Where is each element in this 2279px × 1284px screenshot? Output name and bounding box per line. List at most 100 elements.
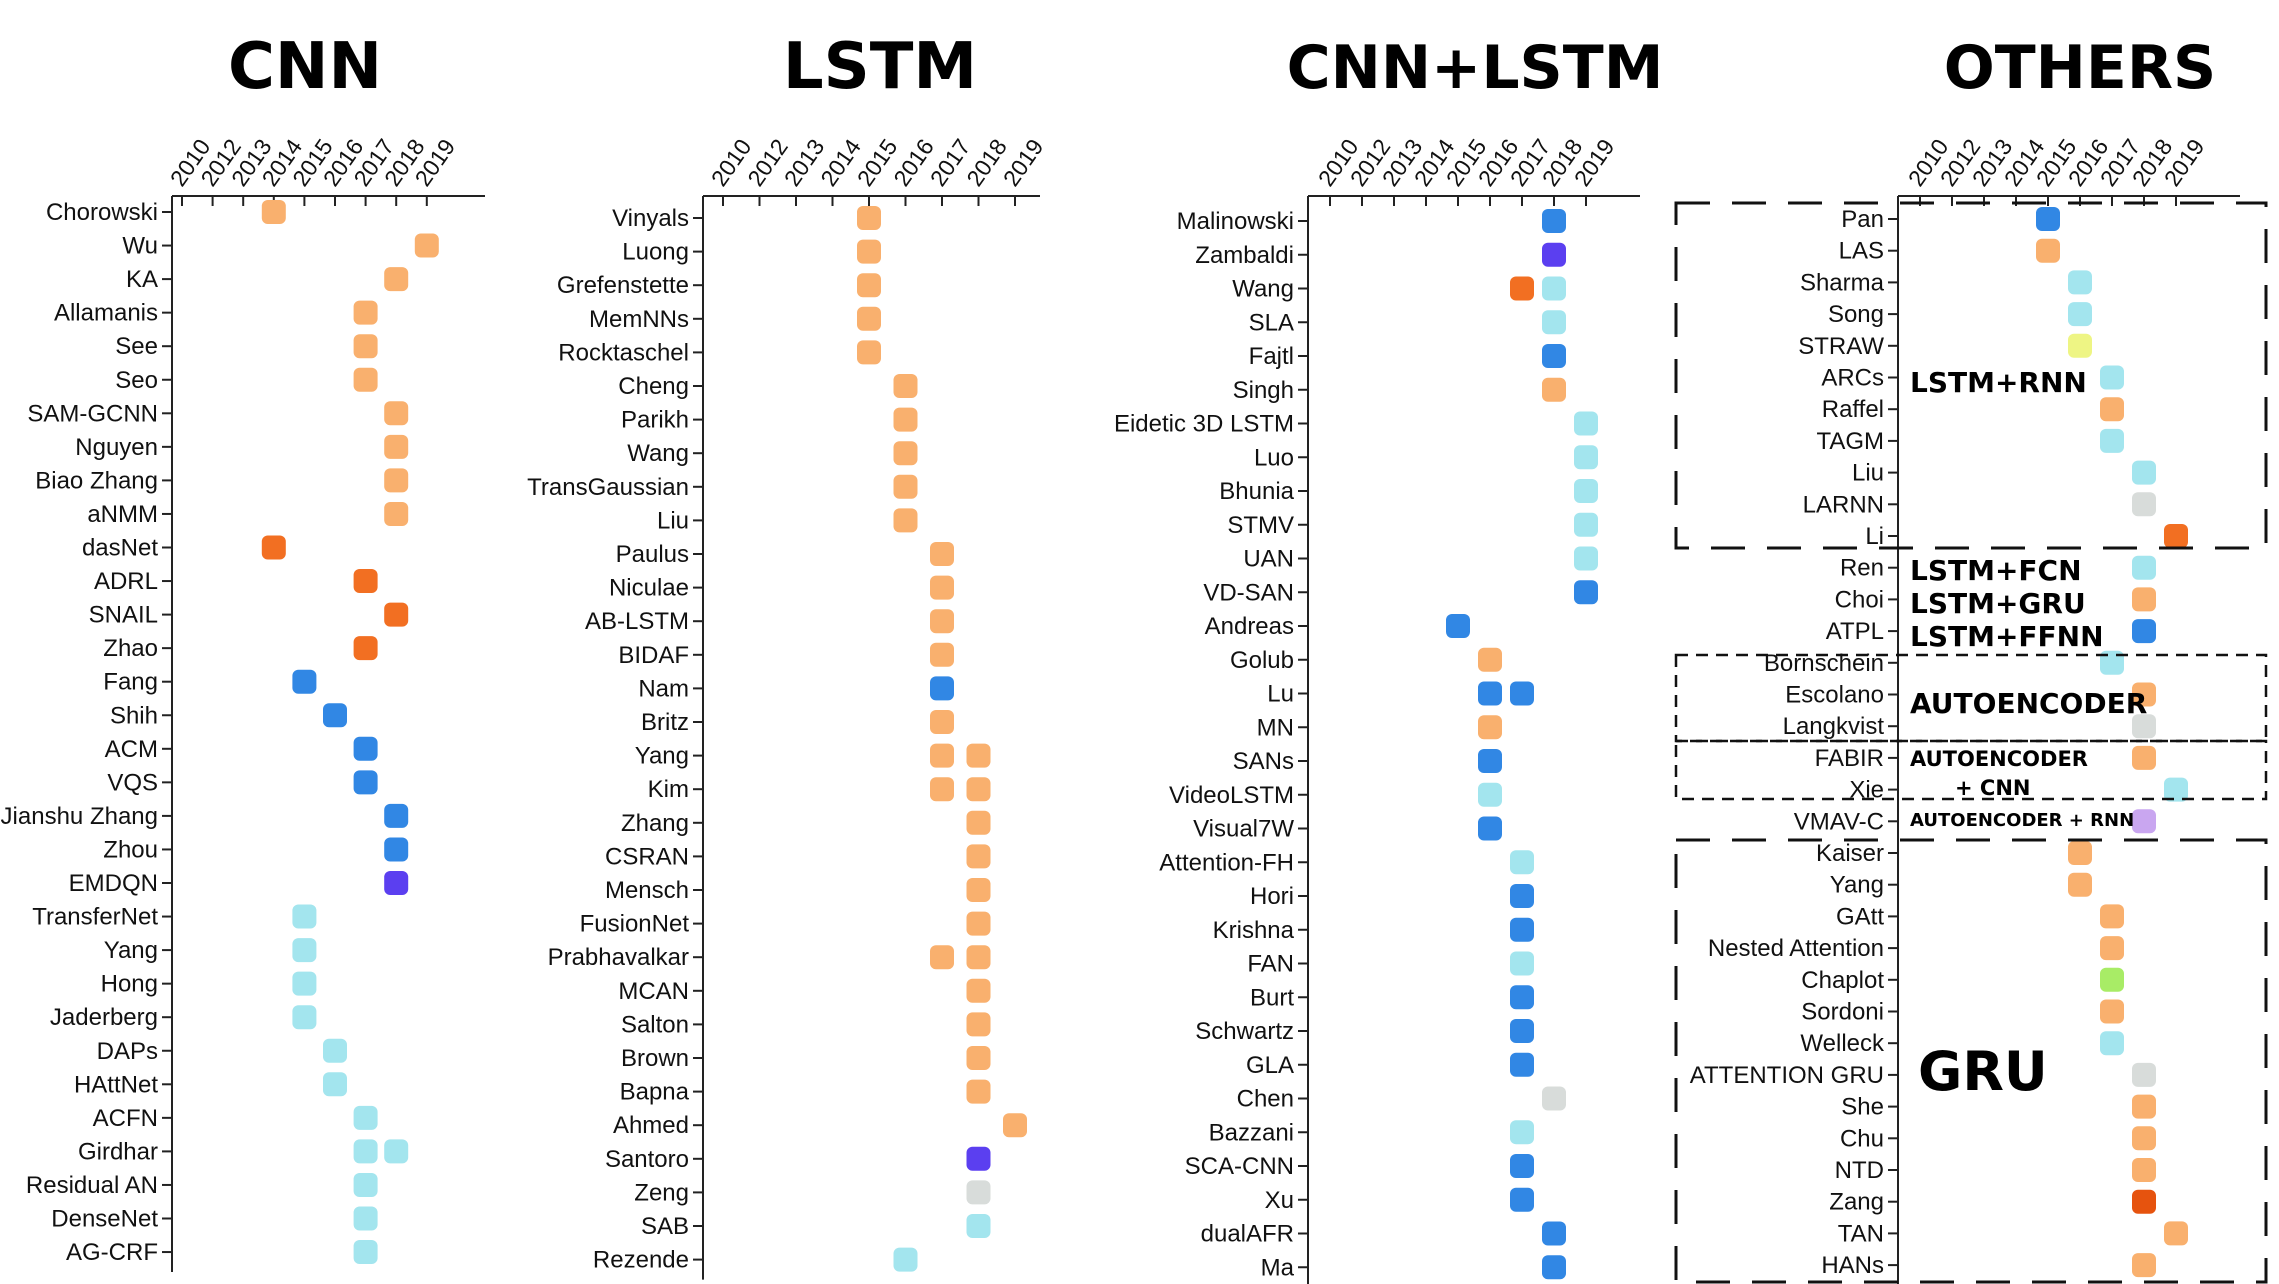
data-point: [2132, 619, 2156, 644]
row-label: GAtt: [1836, 903, 1884, 930]
group-label: LSTM+RNN: [1910, 366, 2087, 399]
data-point: [2036, 238, 2060, 263]
data-point: [1478, 715, 1502, 740]
data-point: [1003, 1113, 1027, 1138]
row-label: KA: [126, 266, 158, 293]
data-point: [323, 1038, 347, 1063]
panel-title: LSTM: [783, 30, 977, 104]
data-point: [1510, 884, 1534, 908]
group-label: AUTOENCODER + RNN: [1910, 810, 2134, 831]
row-label: Zambaldi: [1195, 242, 1294, 269]
data-point: [2132, 460, 2156, 485]
data-point: [2100, 428, 2124, 453]
row-label: Mensch: [605, 877, 689, 904]
row-label: Paulus: [616, 541, 689, 568]
data-point: [1478, 816, 1502, 841]
data-point: [2132, 1189, 2156, 1214]
data-point: [966, 1214, 991, 1238]
row-label: AG-CRF: [66, 1239, 158, 1266]
group-label: GRU: [1918, 1040, 2048, 1103]
data-point: [857, 273, 881, 298]
row-label: SNAIL: [89, 602, 158, 629]
data-point: [323, 703, 347, 728]
data-point: [1542, 276, 1566, 301]
data-point: [2100, 397, 2124, 422]
group-label: LSTM+FCN: [1910, 554, 2082, 587]
row-label: Kim: [648, 776, 689, 803]
data-point: [353, 1139, 378, 1164]
row-label: HAttNet: [74, 1071, 158, 1098]
data-point: [1574, 580, 1598, 605]
data-point: [893, 474, 918, 499]
year-tick-label: 2012: [742, 134, 793, 191]
data-point: [966, 1012, 991, 1037]
row-label: Zang: [1829, 1189, 1884, 1216]
row-label: LARNN: [1803, 491, 1884, 518]
data-point: [2132, 745, 2156, 770]
data-point: [930, 676, 954, 701]
data-point: [353, 770, 378, 795]
row-label: STMV: [1227, 512, 1294, 539]
row-label: Ren: [1840, 555, 1884, 582]
row-label: GLA: [1246, 1052, 1294, 1079]
data-point: [353, 1105, 378, 1130]
row-label: Jaderberg: [50, 1004, 158, 1031]
data-point: [1510, 276, 1534, 301]
data-point: [353, 300, 378, 325]
row-label: Raffel: [1822, 396, 1884, 423]
row-label: Bazzani: [1209, 1119, 1294, 1146]
data-point: [857, 206, 881, 230]
group-label: AUTOENCODER: [1910, 687, 2147, 720]
data-point: [292, 971, 317, 996]
data-point: [966, 743, 991, 768]
row-label: MCAN: [618, 978, 689, 1005]
data-point: [857, 239, 881, 264]
data-point: [966, 1146, 991, 1171]
data-point: [2100, 936, 2124, 961]
data-point: [384, 401, 409, 426]
panel-lstm: LSTM 201020122013201420152016201720182019…: [527, 30, 1048, 1280]
row-label: HANs: [1821, 1252, 1884, 1279]
row-label: Biao Zhang: [35, 467, 158, 494]
data-point: [857, 306, 881, 331]
row-label: Yang: [635, 743, 689, 770]
data-point: [353, 1240, 378, 1265]
row-label: VideoLSTM: [1169, 782, 1294, 809]
group-box: [1674, 739, 2268, 801]
row-label: dualAFR: [1201, 1221, 1294, 1248]
panel-title: CNN+LSTM: [1287, 33, 1664, 103]
row-label: EMDQN: [69, 870, 158, 897]
row-label: Chaplot: [1801, 967, 1884, 994]
data-point: [966, 878, 991, 902]
row-label: Shih: [110, 702, 158, 729]
data-point: [966, 1180, 991, 1205]
panel-title: CNN: [228, 30, 382, 104]
row-label: Choi: [1835, 586, 1884, 613]
group-box: [1674, 838, 2268, 1284]
row-label: Andreas: [1205, 613, 1294, 640]
row-label: DAPs: [97, 1038, 158, 1065]
row-label: Jianshu Zhang: [1, 803, 158, 830]
data-point: [1574, 512, 1598, 537]
data-point: [893, 508, 918, 533]
group-box: [1674, 653, 2268, 743]
row-label: Parikh: [621, 407, 689, 434]
row-label: Yang: [1830, 872, 1884, 899]
data-point: [930, 710, 954, 734]
data-point: [384, 468, 409, 493]
row-label: Krishna: [1213, 917, 1295, 944]
data-point: [384, 267, 409, 292]
row-label: Rocktaschel: [558, 339, 689, 366]
others-group-boxes: [1674, 201, 2268, 1284]
row-label: SAM-GCNN: [27, 400, 158, 427]
panel-cnn-plus-lstm: CNN+LSTM20102012201320142015201620172018…: [1114, 33, 1663, 1284]
data-point: [1542, 1086, 1566, 1111]
data-point: [966, 911, 991, 936]
row-label: ATPL: [1826, 618, 1884, 645]
data-point: [2132, 714, 2156, 739]
year-tick-label: 2017: [925, 134, 976, 191]
row-label: ACM: [105, 736, 158, 763]
row-label: ACFN: [93, 1105, 158, 1132]
year-tick-label: 2015: [852, 134, 903, 191]
